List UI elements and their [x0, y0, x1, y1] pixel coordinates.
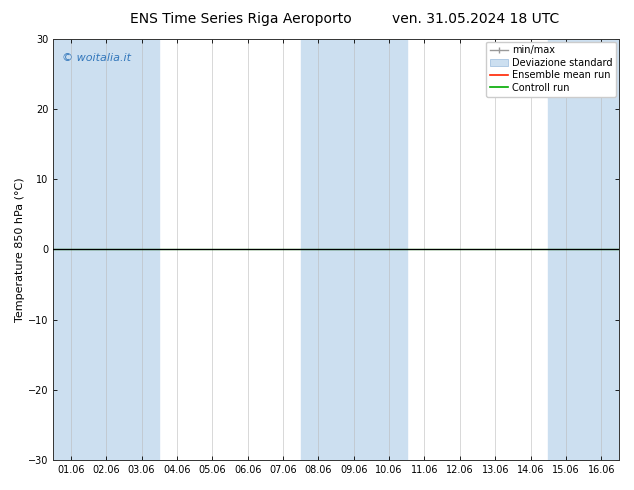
- Text: © woitalia.it: © woitalia.it: [61, 53, 131, 63]
- Text: ven. 31.05.2024 18 UTC: ven. 31.05.2024 18 UTC: [392, 12, 559, 26]
- Text: ENS Time Series Riga Aeroporto: ENS Time Series Riga Aeroporto: [130, 12, 352, 26]
- Bar: [53, 39, 159, 460]
- Bar: [301, 39, 407, 460]
- Y-axis label: Temperature 850 hPa (°C): Temperature 850 hPa (°C): [15, 177, 25, 321]
- Bar: [548, 39, 619, 460]
- Legend: min/max, Deviazione standard, Ensemble mean run, Controll run: min/max, Deviazione standard, Ensemble m…: [486, 42, 616, 97]
